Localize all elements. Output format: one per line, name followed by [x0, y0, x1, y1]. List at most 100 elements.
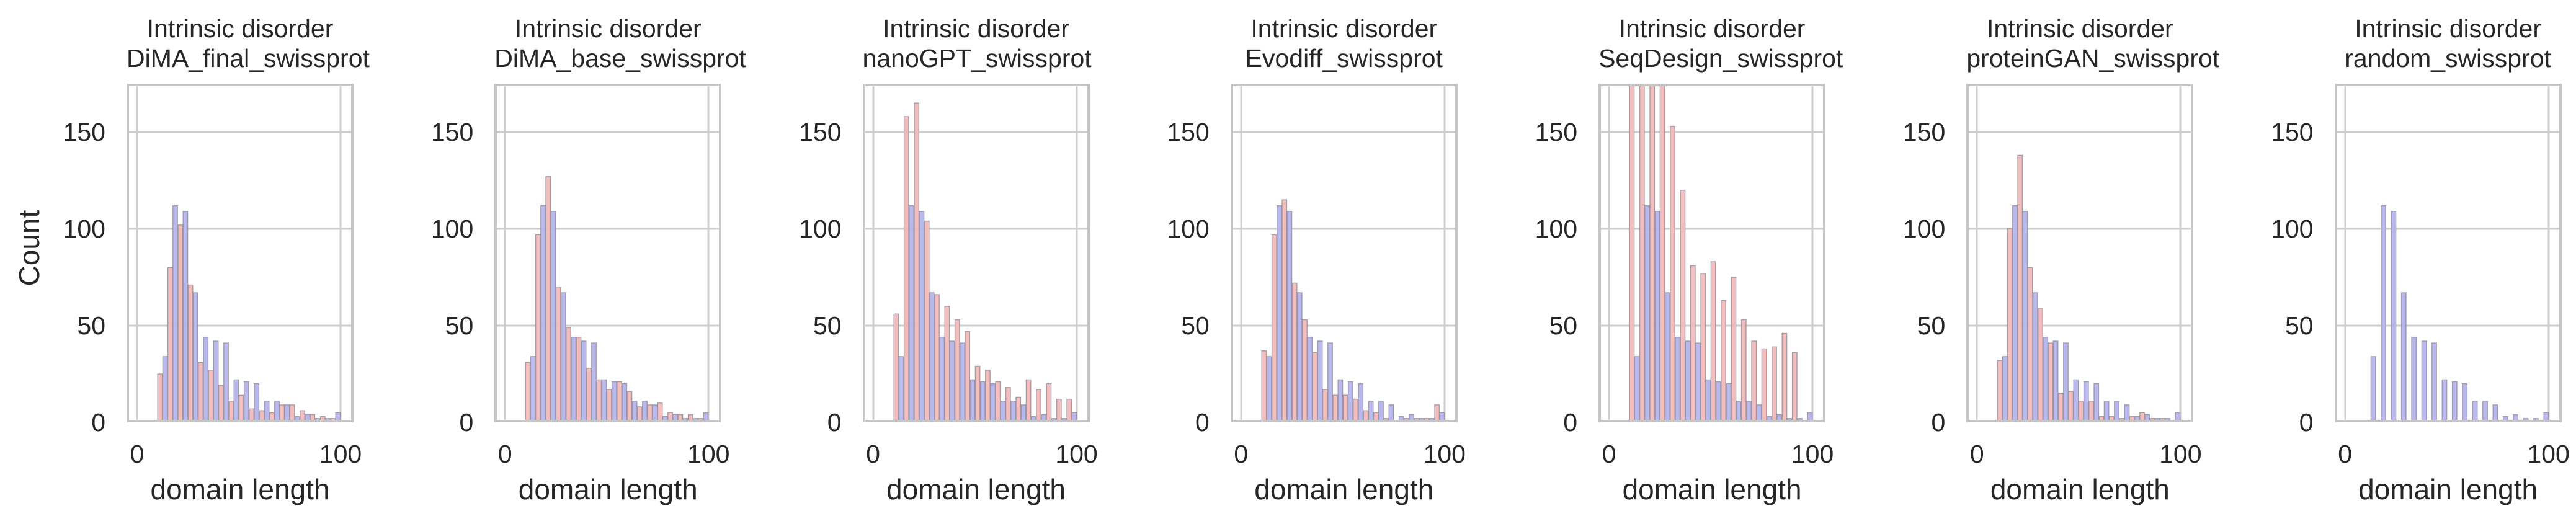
- histogram-bar-swissprot: [2431, 342, 2437, 422]
- histogram-bar-swissprot: [2461, 383, 2467, 422]
- plot-title-line2: DiMA_final_swissprot: [127, 44, 370, 73]
- histogram-bar-generated: [1291, 282, 1298, 422]
- histogram-bar-generated: [545, 176, 551, 422]
- y-tick-label: 0: [459, 408, 474, 437]
- histogram-bar-swissprot: [2370, 356, 2376, 422]
- histogram-bar-swissprot: [929, 292, 935, 422]
- histogram-bar-generated: [555, 286, 561, 422]
- plot-title: Intrinsic disorder Evodiff_swissprot: [1231, 14, 1458, 74]
- x-tick-labels: 0 100: [494, 438, 730, 470]
- x-axis-label: domain length: [886, 473, 1066, 505]
- x-tick-label: 100: [2159, 440, 2202, 468]
- histogram-bar-swissprot: [1276, 205, 1282, 422]
- histogram-bar-swissprot: [2053, 340, 2059, 422]
- plot-canvas: [1598, 84, 1826, 422]
- y-tick-label: 50: [2284, 311, 2314, 340]
- plot-frame: [1966, 84, 2194, 422]
- histogram-bar-swissprot: [1726, 383, 1732, 422]
- plot-frame: [1598, 84, 1826, 422]
- plot-canvas: [2334, 84, 2562, 422]
- histogram-bar-swissprot: [2144, 414, 2150, 422]
- histogram-bar-swissprot: [1347, 381, 1353, 422]
- histogram-bar-generated: [1352, 398, 1358, 422]
- y-tick-label: 100: [1167, 215, 1210, 243]
- histogram-bar-swissprot: [305, 414, 311, 422]
- histogram-bar-generated: [198, 362, 203, 422]
- plot-frame: [1230, 84, 1458, 422]
- histogram-bar-swissprot: [591, 342, 597, 422]
- histogram-bar-swissprot: [1358, 383, 1363, 422]
- histogram-bar-generated: [1670, 125, 1675, 422]
- histogram-bar-swissprot: [919, 211, 924, 422]
- plot-frame: [494, 84, 722, 422]
- x-tick-label: 0: [497, 440, 512, 468]
- histogram-bar-generated: [954, 319, 960, 422]
- histogram-bar-generated: [269, 412, 275, 422]
- plot-frame: [127, 84, 354, 422]
- plot-title-line1: Intrinsic disorder: [1986, 14, 2173, 43]
- x-axis-label: domain length: [1254, 473, 1434, 505]
- histogram-bar-swissprot: [233, 379, 239, 422]
- histogram-bar-generated: [2139, 412, 2146, 422]
- x-tick-labels: 0 100: [1598, 438, 1834, 470]
- plot-frame: [862, 84, 1090, 422]
- histogram-bar-generated: [1342, 394, 1348, 422]
- histogram-bar-generated: [1046, 383, 1051, 422]
- histogram-bar-generated: [1434, 404, 1440, 422]
- histogram-bar-swissprot: [631, 401, 638, 422]
- histogram-bar-generated: [1025, 379, 1032, 422]
- plot-title-line1: Intrinsic disorder: [883, 14, 1069, 43]
- histogram-bar-swissprot: [642, 401, 648, 422]
- histogram-bar-swissprot: [192, 292, 198, 422]
- histogram-bar-swissprot: [2022, 211, 2028, 422]
- plot-title-line1: Intrinsic disorder: [146, 14, 334, 43]
- histogram-bar-generated: [1271, 234, 1277, 422]
- histogram-bar-generated: [677, 414, 684, 422]
- plot-canvas: [862, 84, 1090, 422]
- histogram-bar-swissprot: [2400, 292, 2407, 422]
- histogram-bar-swissprot: [581, 340, 587, 422]
- subplot-DiMA_final_swissprot: Intrinsic disorder DiMA_final_swissprot …: [0, 0, 370, 529]
- histogram-bar-swissprot: [959, 342, 965, 422]
- plot-title: Intrinsic disorder proteinGAN_swissprot: [1966, 14, 2219, 74]
- histogram-bar-generated: [1761, 348, 1767, 422]
- histogram-bar-swissprot: [1307, 337, 1313, 422]
- histogram-bar-generated: [1751, 340, 1757, 422]
- histogram-bar-generated: [1066, 398, 1072, 422]
- histogram-bar-generated: [2007, 228, 2013, 422]
- x-tick-label: 100: [2527, 440, 2570, 468]
- histogram-plot: [1598, 84, 1826, 422]
- histogram-bar-swissprot: [274, 401, 280, 422]
- histogram-bar-swissprot: [989, 383, 996, 422]
- histogram-bar-swissprot: [938, 337, 945, 422]
- histogram-bar-swissprot: [1634, 356, 1640, 422]
- histogram-bar-swissprot: [1664, 292, 1670, 422]
- histogram-bar-swissprot: [571, 337, 577, 422]
- histogram-bar-swissprot: [1756, 404, 1762, 422]
- histogram-bar-generated: [1332, 394, 1338, 422]
- plot-title: Intrinsic disorder random_swissprot: [2335, 14, 2562, 74]
- y-tick-label: 100: [799, 215, 842, 243]
- histogram-bar-swissprot: [898, 356, 904, 422]
- histogram-bar-swissprot: [2441, 379, 2447, 422]
- plot-title-line1: Intrinsic disorder: [1250, 14, 1438, 43]
- x-axis-label: domain length: [150, 473, 330, 505]
- histogram-bar-generated: [984, 370, 991, 422]
- histogram-bar-generated: [647, 404, 653, 422]
- histogram-bar-swissprot: [530, 356, 536, 422]
- y-tick-label: 0: [1563, 408, 1578, 437]
- subplot-DiMA_base_swissprot: Intrinsic disorder DiMA_base_swissprot 1…: [368, 0, 746, 529]
- histogram-bar-generated: [1710, 261, 1716, 422]
- subplot-proteinGAN_swissprot: Intrinsic disorder proteinGAN_swissprot …: [1840, 0, 2219, 529]
- histogram-bar-swissprot: [1327, 342, 1333, 422]
- histogram-bar-generated: [238, 394, 244, 422]
- histogram-bar-generated: [2038, 308, 2044, 422]
- x-tick-label: 100: [319, 440, 362, 468]
- histogram-bar-swissprot: [172, 205, 178, 422]
- x-tick-label: 0: [2338, 440, 2352, 468]
- x-tick-labels: 0 100: [1231, 438, 1466, 470]
- histogram-bar-swissprot: [550, 211, 556, 422]
- histogram-bar-swissprot: [2482, 401, 2488, 422]
- histogram-plot: [127, 84, 354, 422]
